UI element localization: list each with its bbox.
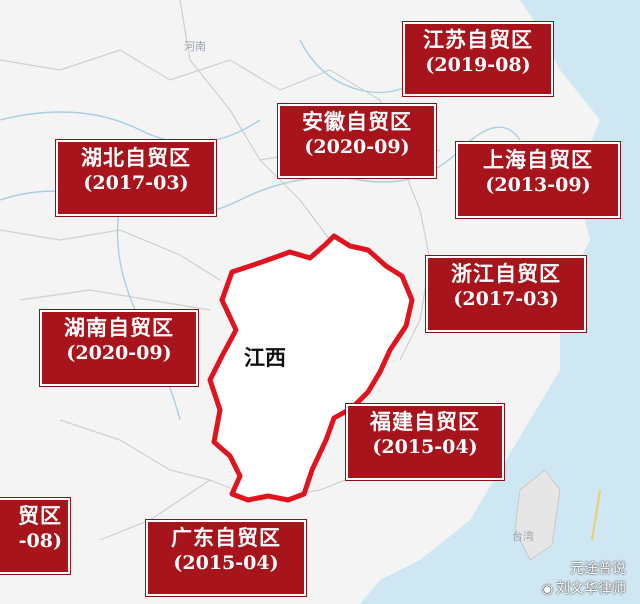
zone-date: (2020-09) — [66, 342, 172, 365]
zone-date: (2019-08) — [425, 54, 531, 77]
weibo-icon: ◉ — [541, 582, 553, 597]
sea-area — [360, 0, 640, 604]
zone-date: (2017-03) — [453, 288, 559, 311]
zone-date: (2017-03) — [83, 172, 189, 195]
zone-name: 上海自贸区 — [483, 148, 593, 172]
zone-name: 广东自贸区 — [171, 526, 281, 550]
zone-hubei: 湖北自贸区 (2017-03) — [56, 140, 216, 216]
zone-name: 湖北自贸区 — [81, 146, 191, 170]
zone-name: 福建自贸区 — [370, 410, 480, 434]
zone-date: -08) — [18, 530, 62, 553]
zone-date: (2015-04) — [173, 552, 279, 575]
zone-name: 湖南自贸区 — [64, 316, 174, 340]
watermark-line2: 刘文华律师 — [556, 581, 626, 597]
zone-date: (2013-09) — [485, 174, 591, 197]
zone-hunan: 湖南自贸区 (2020-09) — [40, 310, 198, 386]
zone-zhejiang: 浙江自贸区 (2017-03) — [426, 256, 586, 332]
zone-guangdong: 广东自贸区 (2015-04) — [146, 520, 306, 596]
zone-date: (2020-09) — [304, 136, 410, 159]
zone-anhui: 安徽自贸区 (2020-09) — [278, 104, 436, 178]
coast-marker — [591, 489, 601, 541]
jiangxi-outline — [207, 233, 415, 503]
taiwan-island — [514, 469, 561, 561]
watermark-line1: 元途普说 — [570, 561, 626, 577]
label-taiwan: 台湾 — [512, 530, 534, 543]
zone-partial-left: 贸区 -08) — [0, 498, 70, 574]
zone-shanghai: 上海自贸区 (2013-09) — [456, 142, 620, 218]
label-henan: 河南 — [184, 40, 206, 53]
watermark: 元途普说 ◉ 刘文华律师 — [542, 558, 626, 598]
province-label-jiangxi: 江西 — [244, 346, 286, 370]
zone-name: 贸区 — [18, 504, 62, 528]
zone-fujian: 福建自贸区 (2015-04) — [346, 404, 504, 480]
zone-name: 浙江自贸区 — [451, 262, 561, 286]
zone-jiangsu: 江苏自贸区 (2019-08) — [403, 22, 553, 96]
zone-date: (2015-04) — [372, 436, 478, 459]
zone-name: 江苏自贸区 — [423, 28, 533, 52]
zone-name: 安徽自贸区 — [302, 110, 412, 134]
